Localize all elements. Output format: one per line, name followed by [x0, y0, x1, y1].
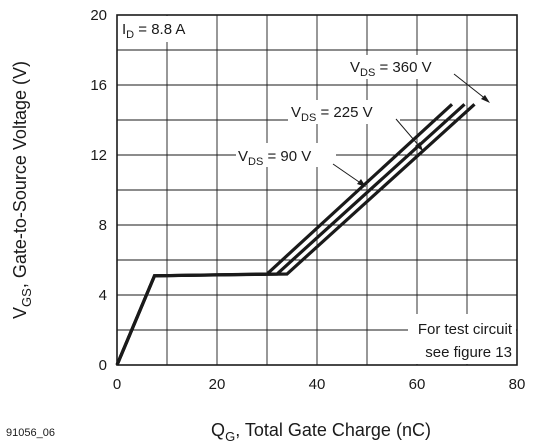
series-line-3	[115, 103, 476, 366]
condition-label-box	[118, 16, 208, 42]
test-circuit-note-bg	[408, 314, 516, 364]
y-tick-label: 8	[99, 217, 107, 234]
x-axis-title: QG, Total Gate Charge (nC)	[211, 420, 431, 444]
figure-id: 91056_06	[6, 427, 55, 439]
x-tick-labels: 0 20 40 60 80	[113, 376, 526, 393]
leader-line-3	[453, 73, 488, 101]
x-tick-label: 20	[209, 376, 226, 393]
series-label-1: VDS = 90 V	[238, 148, 311, 168]
x-tick-label: 40	[309, 376, 326, 393]
y-tick-label: 12	[90, 147, 107, 164]
test-circuit-note-line-1: For test circuit	[418, 321, 513, 338]
y-tick-label: 20	[90, 7, 107, 24]
leader-arrow-2	[415, 142, 423, 151]
y-tick-label: 16	[90, 77, 107, 94]
leader-line-2	[395, 118, 421, 148]
y-axis-title: VGS, Gate-to-Source Voltage (V)	[10, 61, 34, 319]
y-tick-labels: 0 4 8 12 16 20	[90, 7, 107, 374]
x-tick-label: 60	[409, 376, 426, 393]
y-tick-label: 0	[99, 357, 107, 374]
x-tick-label: 80	[509, 376, 526, 393]
x-tick-label: 0	[113, 376, 121, 393]
series-lines	[115, 103, 476, 366]
series-label-2: VDS = 225 V	[291, 104, 373, 124]
series-label-bg-2	[288, 100, 400, 124]
y-tick-label: 4	[99, 287, 107, 304]
leader-arrow-1	[357, 179, 366, 187]
series-label-3: VDS = 360 V	[350, 59, 432, 79]
plot-frame	[116, 14, 518, 366]
test-circuit-note-line-2: see figure 13	[425, 344, 512, 361]
leader-line-1	[332, 163, 363, 185]
series-label-bg-3	[347, 55, 457, 79]
series-label-bg-1	[236, 143, 336, 167]
condition-label: ID = 8.8 A	[122, 21, 185, 41]
leader-arrow-3	[481, 95, 490, 103]
